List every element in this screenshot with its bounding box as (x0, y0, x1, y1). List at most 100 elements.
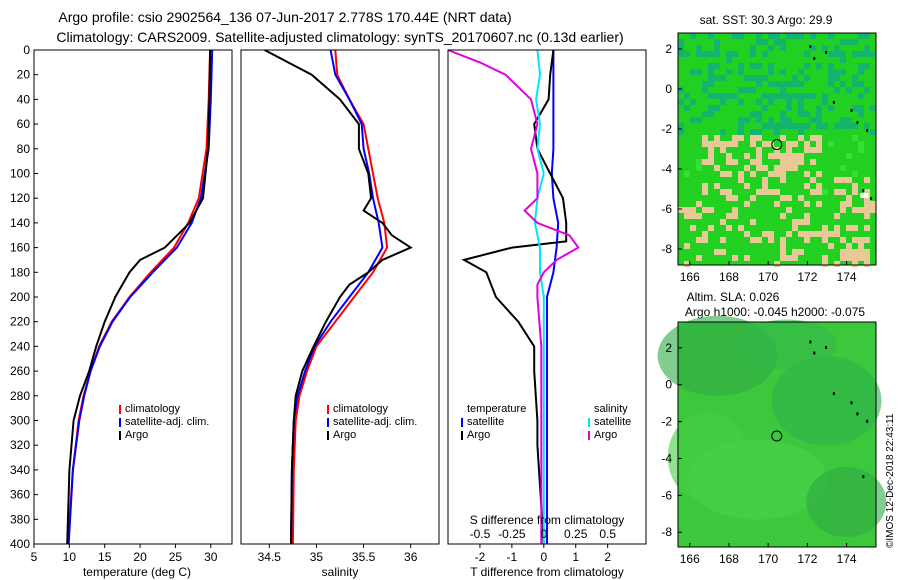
y-tick-label: 340 (10, 463, 30, 477)
sst-cell (792, 225, 798, 231)
sst-cell (864, 207, 870, 213)
x-tick-label: 0 (540, 550, 547, 564)
sst-cell (858, 237, 864, 243)
sst-cell (750, 141, 756, 147)
sst-cell (858, 81, 864, 87)
sst-cell (684, 213, 690, 219)
sst-cell (846, 123, 852, 129)
sst-cell (804, 111, 810, 117)
sst-cell (816, 105, 822, 111)
x-tick-label: 170 (758, 552, 778, 566)
sst-cell (786, 99, 792, 105)
sst-cell (840, 189, 846, 195)
legend-title-salinity: salinity (594, 403, 628, 415)
sst-cell (840, 201, 846, 207)
sst-cell (834, 177, 840, 183)
sst-cell (816, 141, 822, 147)
sst-cell (690, 99, 696, 105)
sst-cell (774, 129, 780, 135)
island-mark (856, 412, 859, 416)
sst-cell (864, 225, 870, 231)
sst-cell (744, 201, 750, 207)
sst-cell (804, 183, 810, 189)
x-tick-label: -2 (475, 550, 486, 564)
sst-cell (864, 201, 870, 207)
sst-cell (786, 33, 792, 39)
sst-cell (756, 147, 762, 153)
sst-cell (864, 87, 870, 93)
sst-cell (714, 105, 720, 111)
sst-cell (714, 165, 720, 171)
x-tick-label: 15 (98, 550, 112, 564)
sst-cell (786, 231, 792, 237)
sst-cell (864, 255, 870, 261)
island-mark (862, 189, 865, 192)
sst-cell (786, 105, 792, 111)
sst-cell (786, 207, 792, 213)
x-tick-label: 174 (837, 552, 857, 566)
sst-cell (870, 207, 876, 213)
sst-cell (756, 129, 762, 135)
sst-cell (708, 81, 714, 87)
series-temperature-satellite-line (546, 50, 560, 544)
sst-cell (780, 117, 786, 123)
sst-cell (780, 249, 786, 255)
sst-cell (780, 165, 786, 171)
sst-cell (792, 75, 798, 81)
sst-cell (864, 123, 870, 129)
sst-cell (780, 237, 786, 243)
sst-cell (864, 189, 870, 195)
island-mark (862, 475, 865, 479)
sst-cell (816, 189, 822, 195)
sst-cell (726, 141, 732, 147)
sst-map-title: sat. SST: 30.3 Argo: 29.9 (700, 13, 833, 27)
sst-cell (846, 39, 852, 45)
sst-cell (708, 75, 714, 81)
series-satellite-adj-clim-line (67, 49, 214, 545)
sst-cell (702, 141, 708, 147)
sst-cell (774, 33, 780, 39)
temperature-legend: climatology satellite-adj. clim. Argo (119, 403, 209, 441)
sst-cell (690, 225, 696, 231)
x-tick-label: 172 (797, 552, 817, 566)
difference-axes-frame (447, 49, 647, 545)
sst-cell (696, 51, 702, 57)
sst-cell (684, 207, 690, 213)
argo-position-marker (771, 139, 783, 151)
sst-cell (762, 183, 768, 189)
sst-cell (810, 159, 816, 165)
salinity-tick-label: 0.5 (599, 527, 616, 541)
x-tick-label: 30 (204, 550, 218, 564)
x-tick-label: 2 (604, 550, 611, 564)
sst-cell (696, 237, 702, 243)
sst-cell (828, 141, 834, 147)
sst-cell (684, 261, 690, 267)
sst-cell (792, 255, 798, 261)
sst-cell (678, 129, 684, 135)
sst-cell (696, 69, 702, 75)
y-tick-label: -4 (661, 162, 672, 176)
sst-cell (738, 117, 744, 123)
sst-map-panel: sat. SST: 30.3 Argo: 29.9 166 168 170 172 17… (661, 13, 877, 284)
sst-cell (696, 255, 702, 261)
sst-cell (780, 243, 786, 249)
sst-cell (798, 135, 804, 141)
sst-cell (798, 69, 804, 75)
sst-cell (822, 231, 828, 237)
sst-cell (792, 159, 798, 165)
sst-cell (774, 189, 780, 195)
x-tick-label: -1 (507, 550, 518, 564)
sst-cell (822, 45, 828, 51)
sst-cell (798, 219, 804, 225)
island-mark (870, 197, 873, 200)
island-mark (866, 419, 869, 423)
sst-cell (828, 75, 834, 81)
salinity-axes-frame (240, 49, 440, 545)
sst-cell (786, 165, 792, 171)
sst-cell (804, 231, 810, 237)
sst-cell (726, 195, 732, 201)
sst-cell (756, 117, 762, 123)
temperature-axes-frame (33, 49, 233, 545)
sst-cell (702, 135, 708, 141)
sst-cell (840, 165, 846, 171)
